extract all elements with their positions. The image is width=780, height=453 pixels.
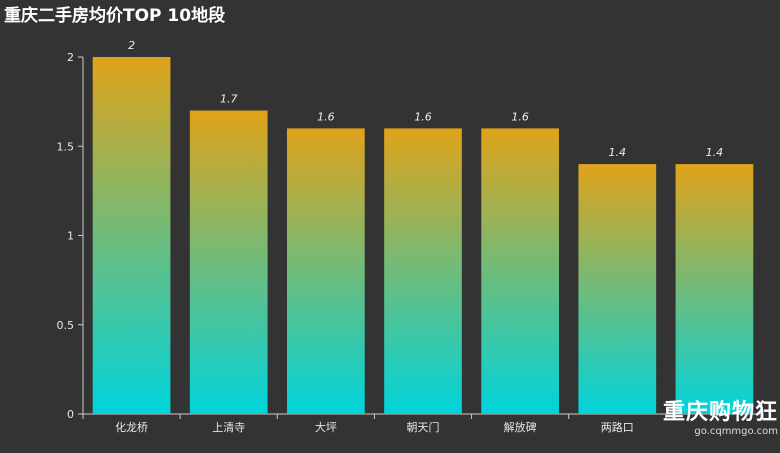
x-tick-label: 朝天门 [407, 420, 440, 434]
y-axis: 0 0.5 1 1.5 2 [57, 51, 84, 421]
bar [287, 128, 365, 414]
bar-series [92, 57, 754, 415]
data-label: 1.6 [317, 110, 335, 123]
bar [481, 128, 559, 414]
watermark-main: 重庆购物狂 [662, 400, 778, 425]
data-label: 1.4 [706, 146, 724, 159]
data-label: 2 [128, 39, 135, 52]
chart-title: 重庆二手房均价TOP 10地段 [4, 6, 226, 26]
watermark-url: go.cqmmgo.com [694, 426, 778, 437]
watermark-logo: 重庆购物狂 go.cqmmgo.com [663, 394, 778, 437]
x-tick-label: 两路口 [601, 421, 634, 434]
bar [384, 128, 462, 414]
y-tick-label: 1.5 [57, 140, 75, 153]
y-tick-label: 1 [67, 230, 74, 243]
y-tick-label: 2 [67, 51, 74, 64]
x-tick-label: 化龙桥 [115, 420, 148, 434]
data-label: 1.6 [414, 110, 432, 123]
data-labels: 2 1.7 1.6 1.6 1.6 1.4 1.4 [128, 39, 723, 159]
x-axis: 化龙桥 上清寺 大坪 朝天门 解放碑 两路口 [82, 413, 764, 434]
data-label: 1.6 [511, 110, 529, 123]
bar [189, 110, 268, 415]
bar [92, 57, 171, 414]
bar [675, 164, 754, 414]
x-tick-label: 大坪 [315, 420, 337, 434]
bar [578, 164, 657, 414]
x-tick-label: 解放碑 [504, 420, 537, 434]
x-tick-label: 上清寺 [212, 421, 245, 434]
y-tick-label: 0.5 [57, 319, 75, 332]
data-label: 1.4 [609, 146, 627, 159]
data-label: 1.7 [220, 93, 238, 106]
y-tick-label: 0 [67, 408, 74, 421]
